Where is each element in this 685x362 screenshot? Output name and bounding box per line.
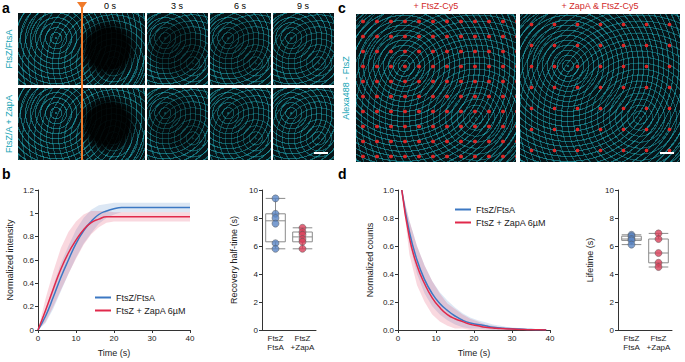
html-text:0 s: 0 s (104, 1, 116, 11)
svg-text:10: 10 (249, 186, 258, 195)
svg-text:FtsZ/FtsA: FtsZ/FtsA (116, 293, 155, 303)
html-text:FtsZ/FtsA: FtsZ/FtsA (4, 29, 14, 69)
html-text:c: c (338, 0, 346, 16)
svg-text:0: 0 (36, 334, 41, 343)
svg-text:0.4: 0.4 (383, 270, 395, 279)
svg-text:Time (s): Time (s) (98, 348, 131, 358)
html-text:6 s: 6 s (234, 1, 246, 11)
svg-text:1.2: 1.2 (23, 186, 35, 195)
svg-text:2: 2 (254, 298, 259, 307)
svg-text:Normalized intensity: Normalized intensity (5, 219, 15, 301)
svg-text:Time (s): Time (s) (458, 348, 491, 358)
svg-text:FtsZ: FtsZ (295, 334, 311, 343)
svg-text:0.8: 0.8 (23, 232, 35, 241)
svg-text:0.2: 0.2 (23, 302, 35, 311)
svg-text:20: 20 (470, 334, 479, 343)
svg-text:0.6: 0.6 (23, 256, 35, 265)
svg-text:10: 10 (432, 334, 441, 343)
svg-text:40: 40 (546, 334, 555, 343)
svg-text:0.6: 0.6 (383, 242, 395, 251)
svg-text:0.2: 0.2 (383, 298, 395, 307)
svg-text:FtsA: FtsA (267, 343, 284, 352)
svg-text:30: 30 (508, 334, 517, 343)
svg-text:2: 2 (610, 298, 615, 307)
svg-text:+ZapA: +ZapA (647, 343, 671, 352)
svg-text:40: 40 (186, 334, 195, 343)
html-text:d: d (338, 166, 347, 182)
svg-text:0: 0 (396, 334, 401, 343)
svg-text:4: 4 (254, 270, 259, 279)
svg-text:0.4: 0.4 (23, 279, 35, 288)
svg-text:Normalized counts: Normalized counts (365, 222, 375, 297)
svg-text:Lifetime (s): Lifetime (s) (585, 238, 595, 283)
svg-text:10: 10 (605, 186, 614, 195)
svg-text:FtsZ: FtsZ (624, 334, 640, 343)
svg-text:8: 8 (610, 214, 615, 223)
svg-text:1: 1 (30, 209, 35, 218)
svg-text:10: 10 (72, 334, 81, 343)
svg-text:0: 0 (30, 326, 35, 335)
svg-text:FtsA: FtsA (623, 343, 640, 352)
svg-text:FtsZ + ZapA 6µM: FtsZ + ZapA 6µM (116, 306, 185, 316)
html-text:3 s: 3 s (171, 1, 183, 11)
html-text:+ FtsZ-Cy5: + FtsZ-Cy5 (413, 1, 459, 11)
svg-text:0: 0 (610, 326, 615, 335)
svg-text:8: 8 (254, 214, 259, 223)
svg-text:20: 20 (110, 334, 119, 343)
svg-text:1.0: 1.0 (383, 186, 395, 195)
svg-text:6: 6 (254, 242, 259, 251)
html-text:FtsZ/A + ZapA: FtsZ/A + ZapA (4, 95, 14, 153)
svg-text:0: 0 (254, 326, 259, 335)
html-text:+ ZapA & FtsZ-Cy5: + ZapA & FtsZ-Cy5 (561, 1, 639, 11)
svg-text:FtsZ/FtsA: FtsZ/FtsA (476, 205, 515, 215)
svg-text:FtsZ: FtsZ (268, 334, 284, 343)
html-text:9 s: 9 s (297, 1, 309, 11)
html-text:a: a (2, 0, 10, 16)
html-text:Alexa488 - FtsZ: Alexa488 - FtsZ (341, 56, 351, 120)
svg-text:30: 30 (148, 334, 157, 343)
svg-text:+ZapA: +ZapA (291, 343, 315, 352)
svg-text:0.0: 0.0 (383, 326, 395, 335)
svg-text:FtsZ: FtsZ (651, 334, 667, 343)
svg-text:Recovery half-time (s): Recovery half-time (s) (229, 216, 239, 304)
svg-text:0.8: 0.8 (383, 214, 395, 223)
svg-text:6: 6 (610, 242, 615, 251)
svg-text:4: 4 (610, 270, 615, 279)
svg-text:FtsZ + ZapA 6µM: FtsZ + ZapA 6µM (476, 218, 545, 228)
html-text:b: b (2, 166, 11, 182)
